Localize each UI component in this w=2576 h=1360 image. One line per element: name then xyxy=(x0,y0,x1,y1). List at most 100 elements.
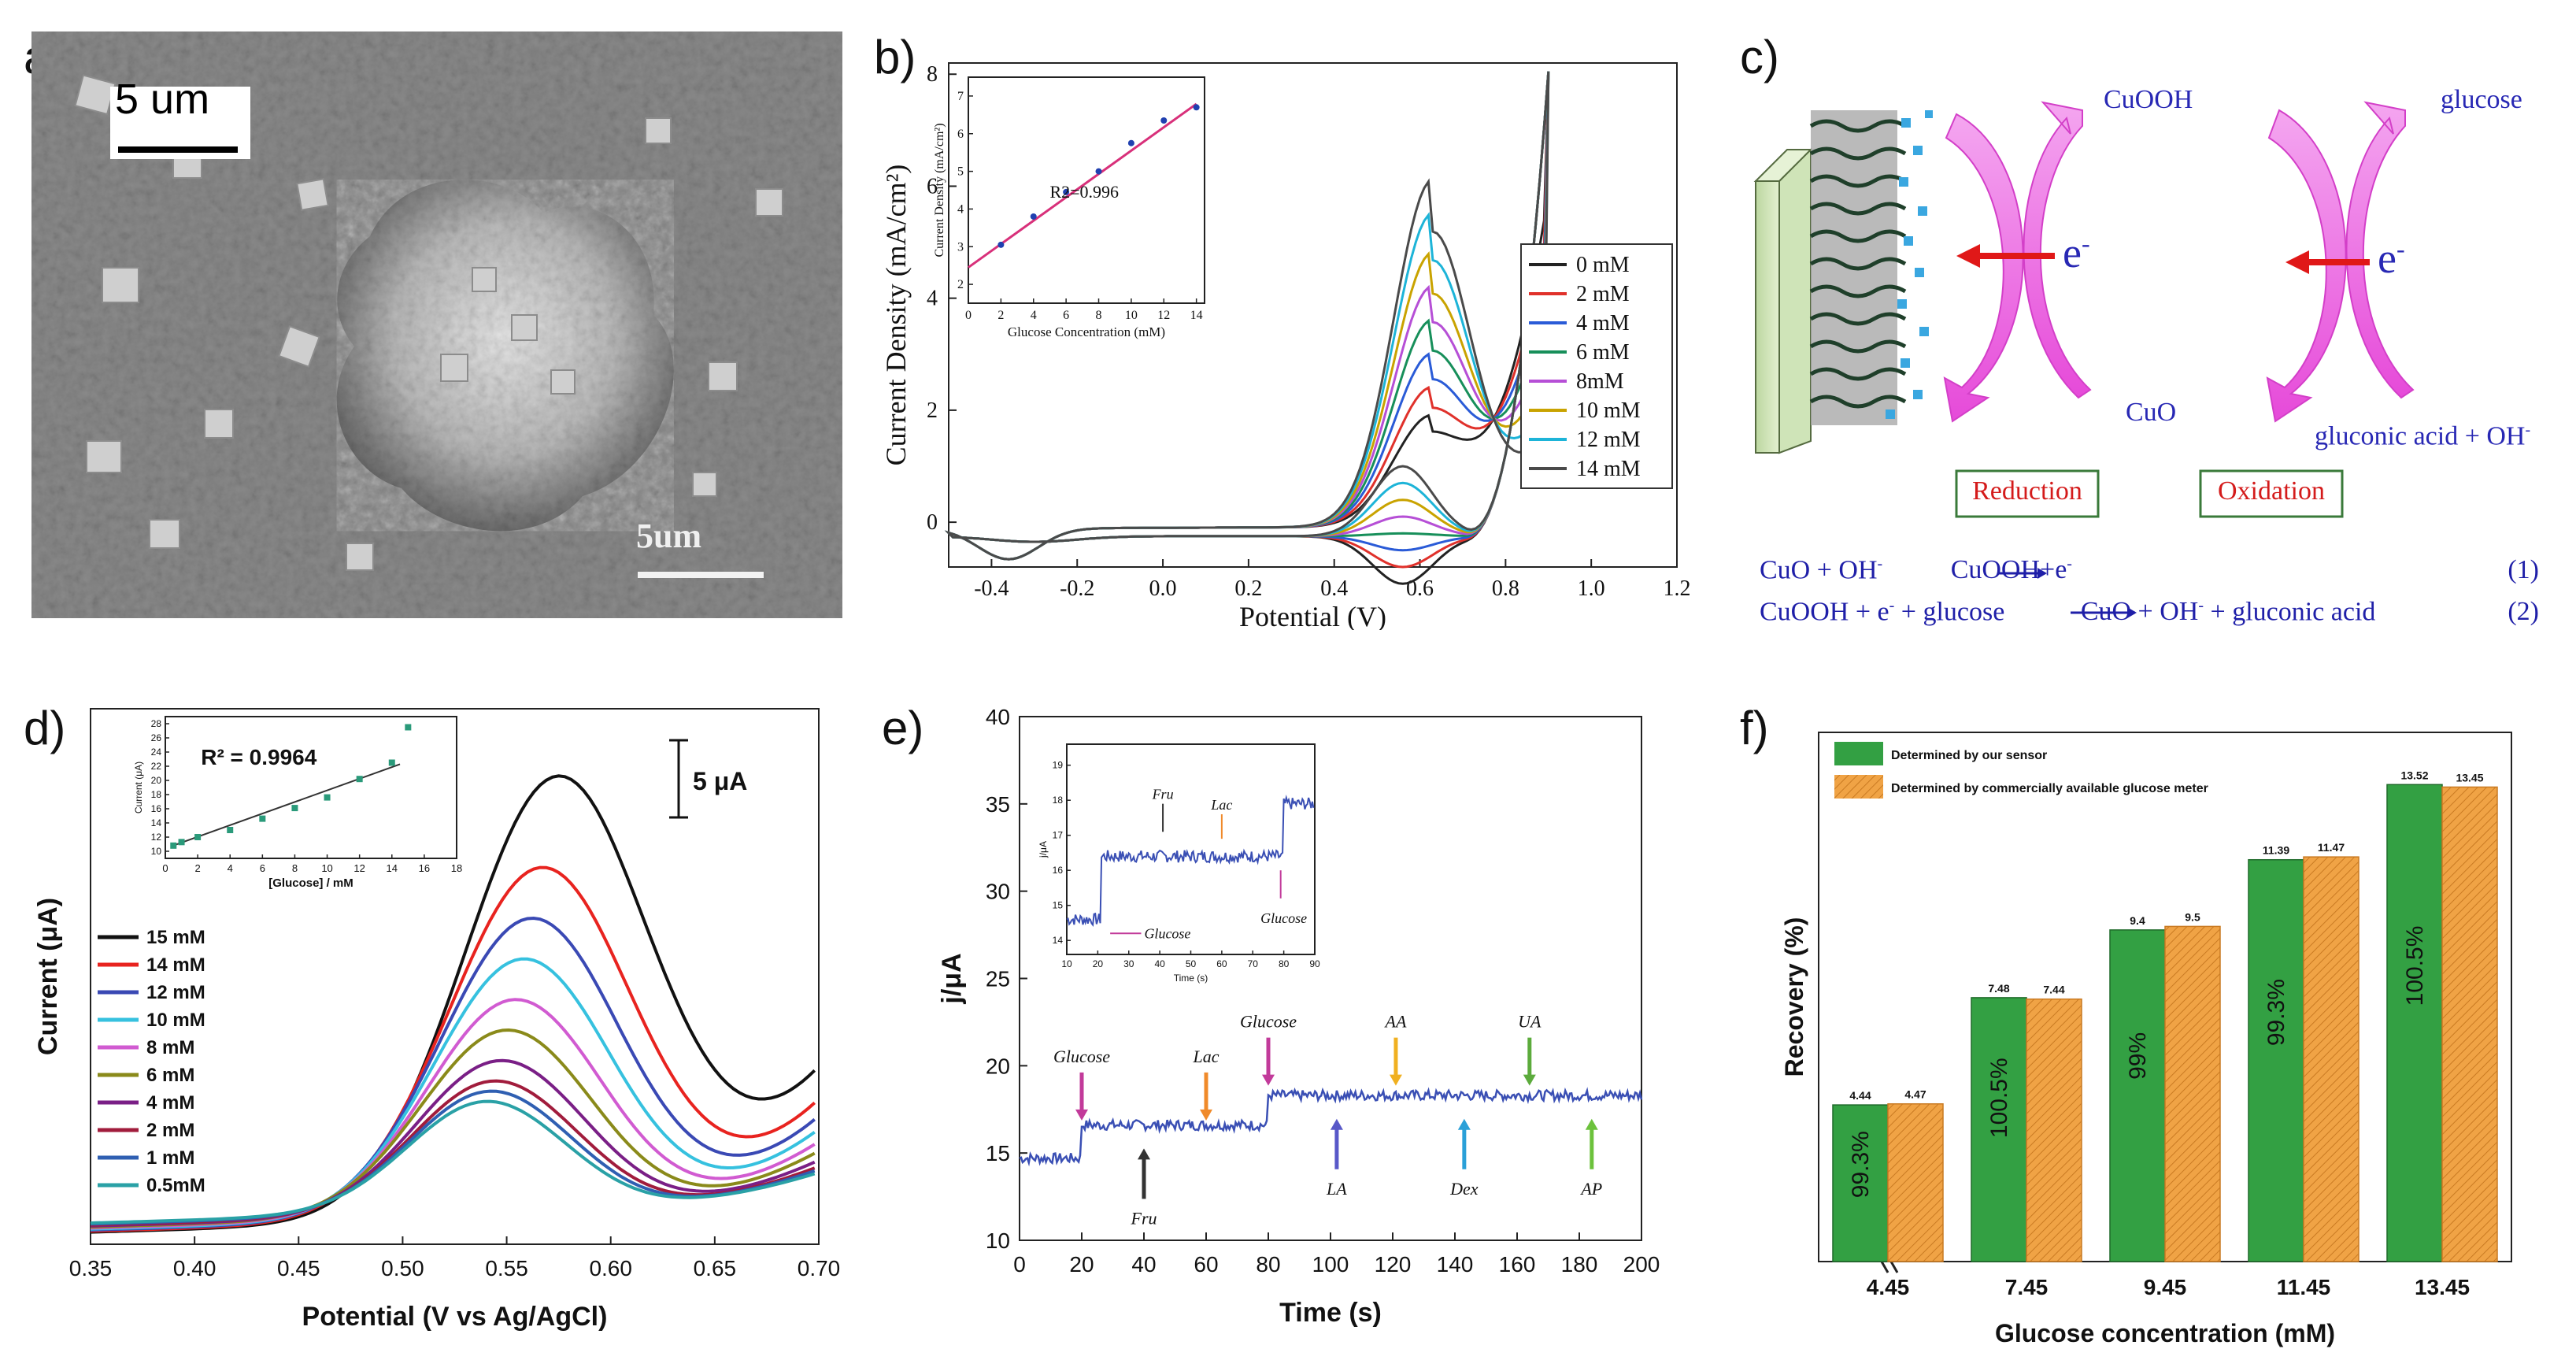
eq1-left: CuO + OH xyxy=(1760,555,1878,585)
panel-label-c: c) xyxy=(1740,31,1779,83)
inset-x-tick-label: 14 xyxy=(387,862,398,874)
chart-b: -0.4 -0.2 0.0 0.2 0.4 0.6 0.8 1.0 1.2 0 2 4 6 8 Potent… xyxy=(880,62,1691,630)
annotation-label: Glucose xyxy=(1053,1047,1110,1066)
inset-point xyxy=(178,839,185,846)
annotation-arrowhead xyxy=(1585,1118,1598,1130)
electron-text-2: e xyxy=(2378,235,2396,282)
inset-annotation: R2=0.996 xyxy=(1049,182,1119,202)
inset-x-tick-label: 12 xyxy=(1157,309,1170,322)
legend-label: 0 mM xyxy=(1576,253,1630,277)
inset-y-label: Current Density (mA/cm²) xyxy=(933,123,946,257)
panel-c: c) xyxy=(1732,0,2576,646)
inset-point xyxy=(194,834,202,840)
inset-point xyxy=(1030,213,1037,220)
y-tick-label: 2 xyxy=(927,398,938,423)
inset-point xyxy=(227,827,234,833)
eq2-sup: - xyxy=(1889,597,1895,614)
inset-y-tick-label: 14 xyxy=(1053,935,1064,946)
inset-point xyxy=(1095,168,1102,175)
scale-label-top: 5 um xyxy=(115,76,210,123)
x-axis-label: Glucose concentration (mM) xyxy=(1995,1319,2335,1347)
recovery-label: 99.3% xyxy=(2263,979,2289,1046)
x-axis-label: Potential (V) xyxy=(1239,601,1386,630)
gluconic-text: gluconic acid + OH xyxy=(2315,421,2526,451)
inset-x-tick-label: 70 xyxy=(1248,958,1259,969)
inset-y-tick-label: 16 xyxy=(151,803,162,814)
inset-point xyxy=(1063,188,1070,195)
inset-y-tick-label: 14 xyxy=(151,817,162,828)
x-tick-label: 4.45 xyxy=(1867,1275,1910,1299)
inset-y-tick-label: 16 xyxy=(1053,865,1064,876)
bar-meter-4 xyxy=(2441,786,2498,1262)
label-glucose: glucose xyxy=(2441,85,2522,114)
bar-value-label: 11.39 xyxy=(2263,844,2289,857)
inset-annotation-label: Lac xyxy=(1210,797,1232,813)
x-tick-label: 0.2 xyxy=(1234,576,1262,601)
x-tick-label: 200 xyxy=(1623,1252,1660,1277)
panel-d: d) 0.35 0.40 0.45 0.50 0.55 0.60 0.65 0.70 Poten… xyxy=(0,677,866,1360)
legend-label: 8mM xyxy=(1576,369,1624,394)
legend-box xyxy=(1520,243,1673,489)
inset-y-tick-label: 17 xyxy=(1053,830,1064,841)
bar-value-label: 7.48 xyxy=(1988,982,2009,995)
oxidation-arrows xyxy=(2266,101,2415,423)
inset-y-tick-label: 24 xyxy=(151,747,162,758)
x-tick-label: 1.0 xyxy=(1578,576,1605,601)
equation-1: CuO + OH- CuOOH+e- (1) xyxy=(1760,555,2547,585)
reduction-label: Reduction xyxy=(1972,476,2082,506)
legend-label-meter: Determined by commercially available glu… xyxy=(1891,782,2208,795)
x-tick-label: 0.35 xyxy=(69,1256,113,1280)
x-tick-label: 60 xyxy=(1194,1252,1218,1277)
sem-image xyxy=(31,31,842,618)
x-tick-label: 0.40 xyxy=(173,1256,217,1280)
inset-x-tick-label: 14 xyxy=(1190,309,1203,322)
electron-sup-2: - xyxy=(2396,235,2405,263)
eq2-sup2: - xyxy=(2198,597,2204,614)
label-cuo: CuO xyxy=(2126,398,2177,427)
scale-label-bottom: 5um xyxy=(636,517,702,555)
x-tick-label: 0.70 xyxy=(798,1256,841,1280)
recovery-label: 99% xyxy=(2125,1032,2151,1080)
inset-point xyxy=(997,241,1005,248)
bar-sensor-4 xyxy=(2386,784,2443,1262)
dpv-curve-9 xyxy=(90,1099,816,1225)
inset-x-tick-label: 4 xyxy=(1031,309,1037,322)
label-cuooh: CuOOH xyxy=(2104,85,2193,114)
annotation-label: LA xyxy=(1326,1179,1347,1199)
inset-x-tick-label: 50 xyxy=(1186,958,1197,969)
x-tick-label: 0.4 xyxy=(1320,576,1348,601)
inset-x-tick-label: 8 xyxy=(1096,309,1102,322)
annotation-arrowhead xyxy=(1330,1118,1343,1130)
y-axis-label: Current (μA) xyxy=(33,898,63,1055)
inset-x-tick-label: 90 xyxy=(1309,958,1320,969)
annotation-label: Glucose xyxy=(1240,1012,1297,1032)
legend-swatch-sensor xyxy=(1834,742,1883,765)
inset-x-label: [Glucose] / mM xyxy=(268,876,353,890)
gluconic-sup: - xyxy=(2525,421,2531,439)
inset-y-tick-label: 7 xyxy=(957,90,964,103)
legend-label: 6 mM xyxy=(1576,340,1630,365)
x-tick-label: 80 xyxy=(1256,1252,1280,1277)
inset-y-tick-label: 20 xyxy=(151,775,162,786)
eq2-gluconic: + gluconic acid xyxy=(2204,597,2376,627)
inset-point xyxy=(1127,139,1134,146)
bar-value-label: 9.4 xyxy=(2130,914,2145,927)
electron-arrows xyxy=(1956,244,2370,274)
inset-x-tick-label: 30 xyxy=(1123,958,1134,969)
inset-y-tick-label: 28 xyxy=(151,718,162,729)
electrode xyxy=(1753,147,1813,454)
x-axis-label: Potential (V vs Ag/AgCl) xyxy=(302,1302,608,1332)
inset-y-tick-label: 10 xyxy=(151,846,162,857)
inset-y-tick-label: 6 xyxy=(957,128,964,141)
panel-label-e: e) xyxy=(882,702,924,754)
electron-label-reduction: e- xyxy=(2063,228,2090,277)
inset-x-tick-label: 2 xyxy=(997,309,1004,322)
inset-y-label: Current (μA) xyxy=(133,762,144,813)
annotation-arrowhead xyxy=(1075,1109,1088,1121)
recovery-label: 100.5% xyxy=(1986,1058,2012,1138)
annotation-arrowhead xyxy=(1200,1109,1212,1121)
recovery-label: 100.5% xyxy=(2402,926,2428,1006)
bar-sensor-3 xyxy=(2248,858,2304,1262)
annotation-label: AA xyxy=(1384,1012,1407,1032)
